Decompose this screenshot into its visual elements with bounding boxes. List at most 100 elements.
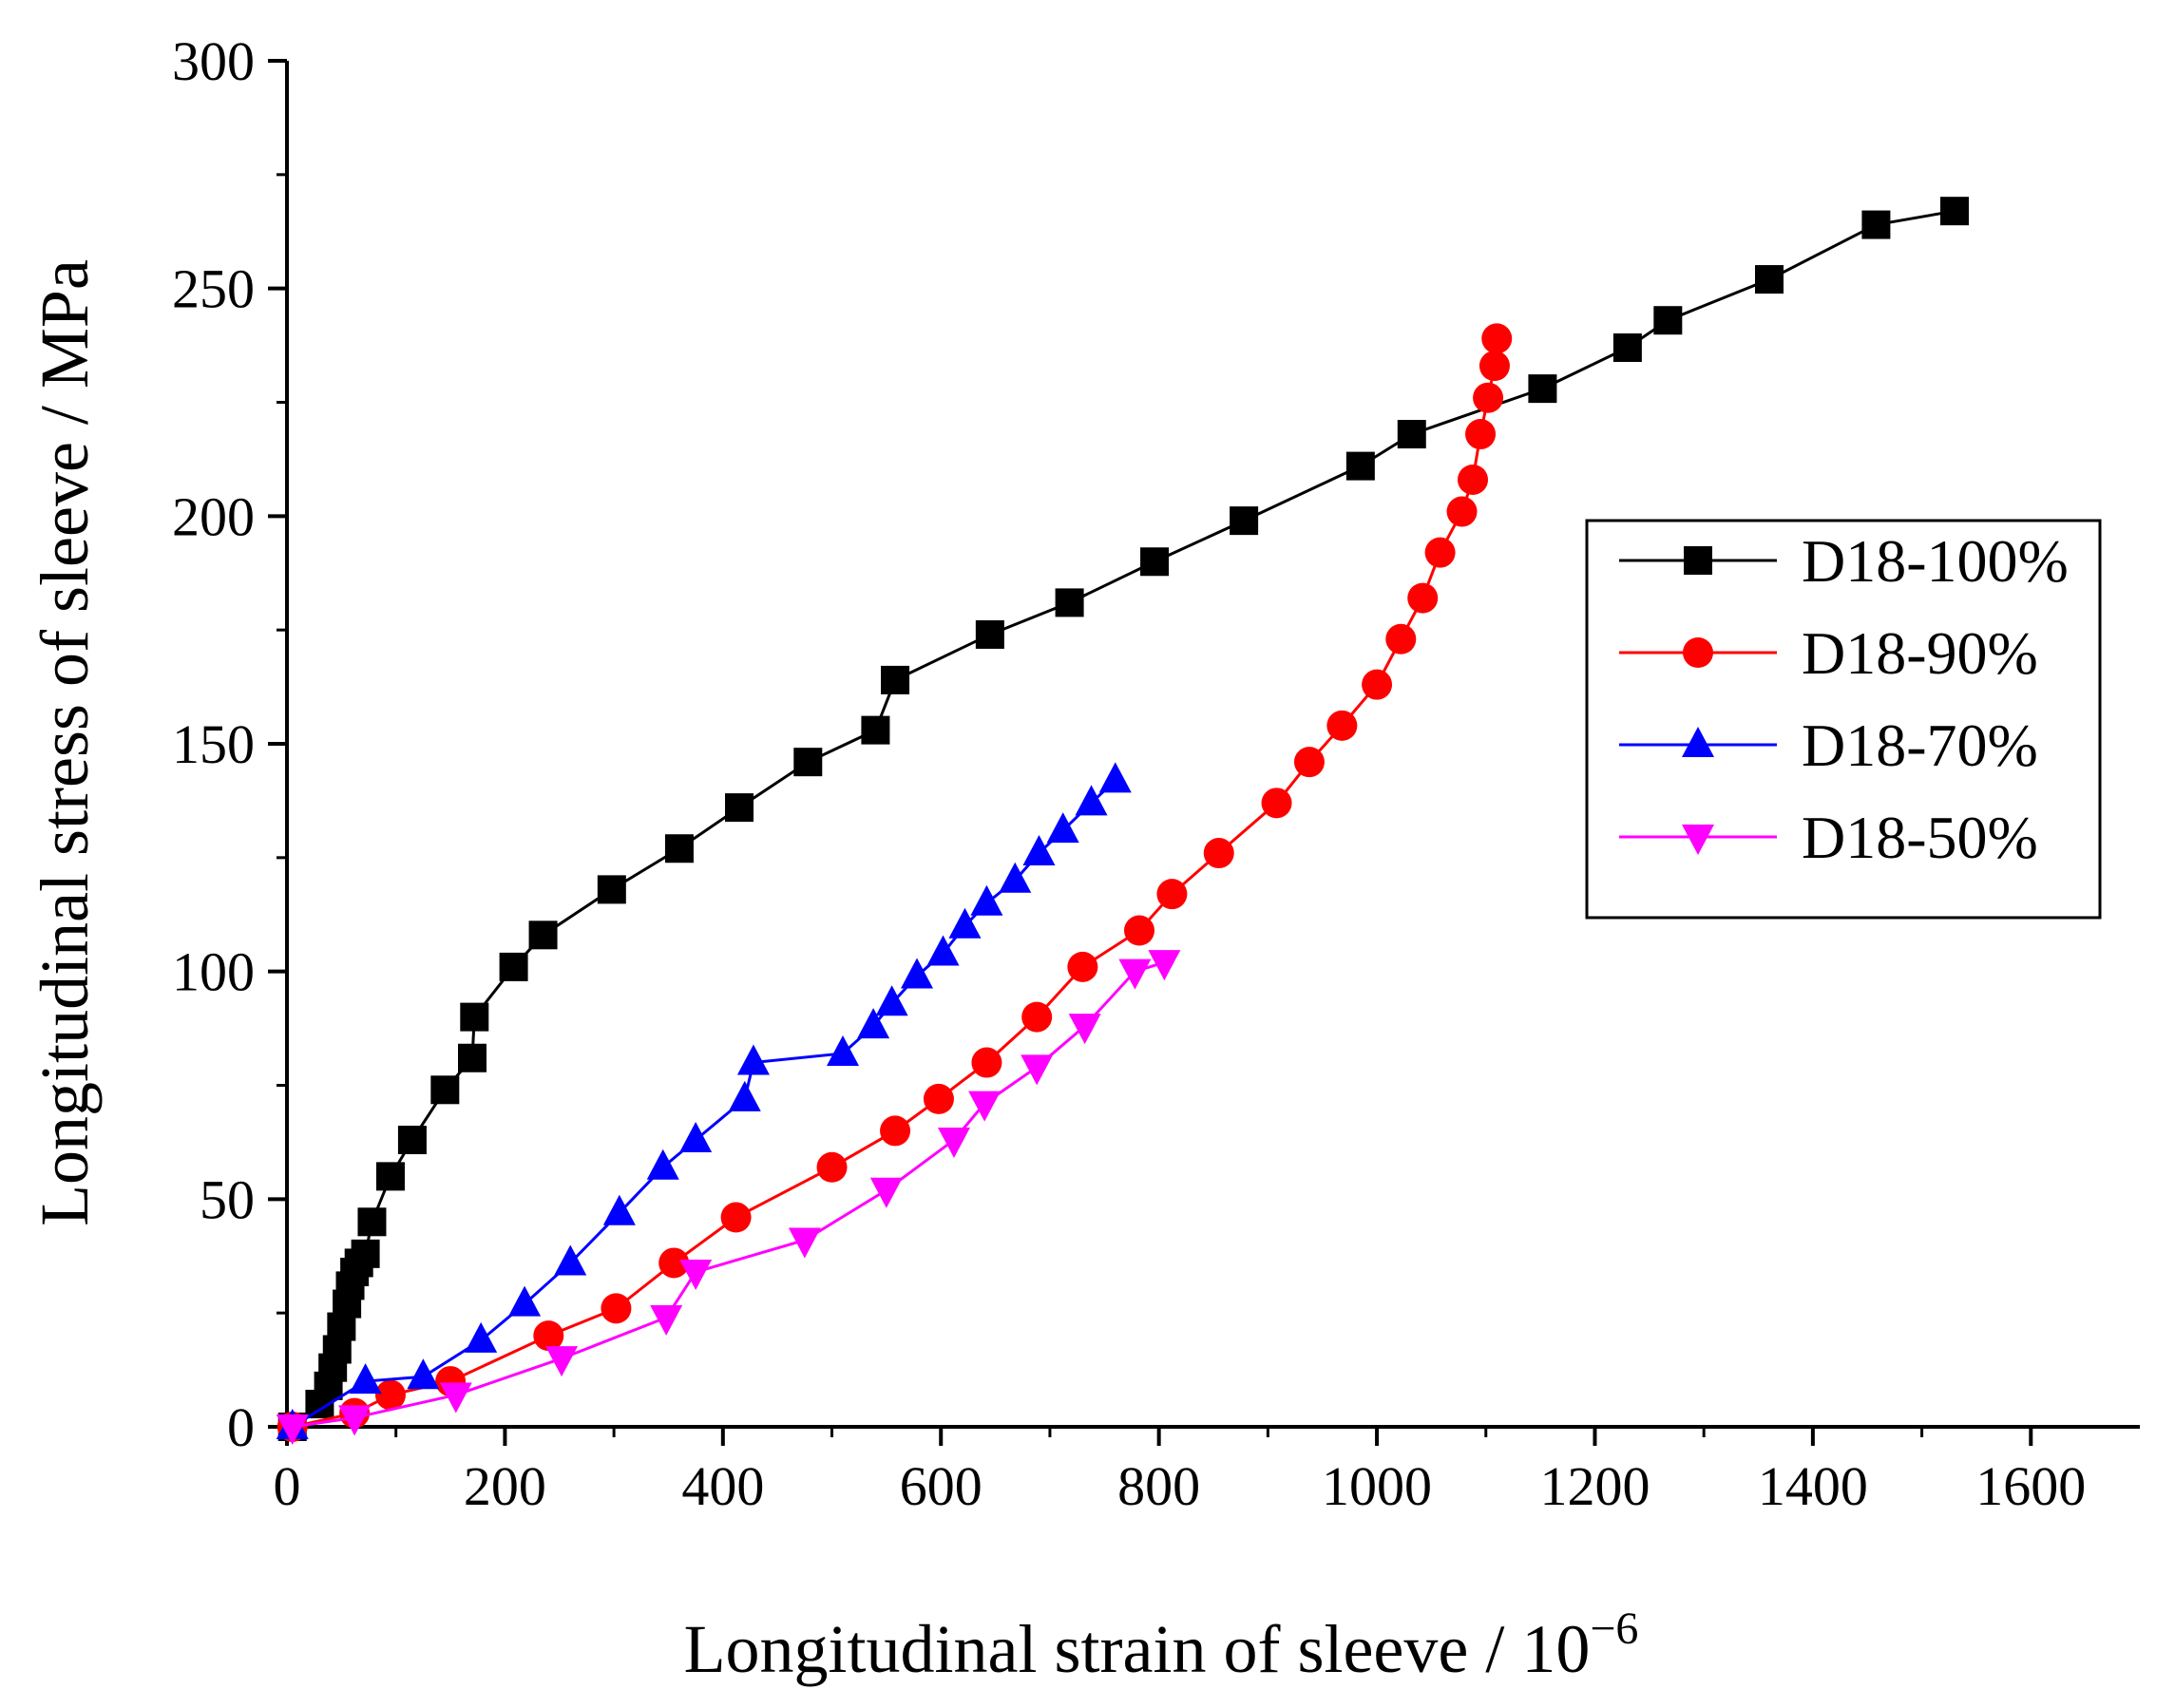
data-point [1156,879,1188,910]
data-point [601,1293,632,1324]
y-tick-label: 300 [172,30,255,92]
data-point [439,1382,472,1414]
data-point [720,1202,752,1233]
x-tick-label: 200 [464,1455,546,1517]
x-axis-title-main: Longitudinal strain of sleeve / 10 [684,1611,1591,1687]
legend-label: D18-50% [1802,804,2038,871]
data-point [1424,537,1456,568]
data-point [528,920,558,950]
data-point [646,1148,679,1180]
x-tick-label: 1400 [1758,1455,1868,1517]
data-point [1098,762,1132,793]
data-point [901,958,933,989]
x-tick-label: 400 [681,1455,764,1517]
data-point [1022,835,1056,866]
data-point [1755,265,1784,294]
legend-marker [1683,637,1713,668]
legend-marker [1682,825,1714,855]
y-tick-label: 250 [172,258,255,320]
legend-label: D18-70% [1802,712,2038,779]
data-point [357,1207,387,1237]
data-point [1385,623,1417,655]
data-point [1481,323,1513,354]
data-point [923,1083,954,1114]
data-point [1940,197,1969,226]
data-point [508,1285,542,1317]
data-point [1446,496,1478,527]
x-tick-label: 600 [900,1455,983,1517]
x-tick-label: 800 [1117,1455,1200,1517]
data-point [1046,812,1079,844]
data-point [1407,582,1439,614]
data-point [1124,915,1154,946]
data-point [664,834,694,863]
data-point [999,862,1032,893]
legend-item: D18-70% [1619,712,2038,779]
series-3 [276,762,1132,1439]
data-point [397,1126,427,1155]
legend-label: D18-90% [1802,619,2038,687]
data-point [880,1115,911,1147]
data-point [1230,506,1259,536]
legend-marker [1682,727,1714,757]
data-point [375,1162,405,1191]
data-point [1612,332,1642,362]
data-point [861,715,890,745]
data-point [460,1002,489,1032]
data-point [970,884,1003,916]
data-point [857,1008,890,1039]
data-point [793,748,823,777]
data-point [1261,788,1292,819]
data-point [554,1244,587,1276]
series-line [292,960,1165,1429]
x-tick-label: 1200 [1539,1455,1650,1517]
data-point [679,1122,713,1153]
data-point [975,619,1004,649]
data-point [658,1247,690,1279]
series-2 [277,323,1513,1442]
data-point [602,1194,636,1225]
data-point [938,1128,970,1159]
series-layer [276,197,1969,1445]
data-point [533,1320,564,1352]
y-tick-label: 0 [227,1396,255,1458]
data-point [1118,958,1152,990]
series-line [292,338,1498,1429]
data-point [679,1260,713,1291]
data-point [971,1047,1002,1078]
x-tick-label: 0 [274,1455,301,1517]
data-point [1293,747,1325,778]
data-point [1861,210,1891,239]
data-point [816,1151,848,1183]
y-axis-title: Longitudinal stress of sleeve / MPa [27,259,103,1226]
data-point [875,985,908,1016]
data-point [1021,1054,1054,1086]
legend-label: D18-100% [1802,527,2069,595]
x-tick-label: 1000 [1322,1455,1432,1517]
data-point [1345,451,1375,481]
data-point [926,935,960,966]
data-point [1326,710,1358,741]
data-point [349,1363,382,1395]
data-point [430,1075,460,1105]
data-point [968,1091,1002,1122]
data-point [338,1405,372,1436]
data-point [1458,464,1488,495]
y-tick-label: 200 [172,485,255,547]
data-point [1068,1014,1101,1045]
data-point [407,1358,440,1390]
data-point [728,1080,761,1111]
data-point [1362,669,1393,700]
data-point [827,1034,859,1066]
data-point [1528,374,1557,404]
data-point [458,1043,487,1072]
series-1 [277,197,1969,1441]
data-point [499,952,528,981]
data-point [597,875,626,904]
data-point [869,1177,903,1208]
series-4 [276,950,1181,1445]
data-point [736,1044,770,1075]
data-point [465,1321,498,1353]
data-point [1479,351,1510,382]
legend-item: D18-100% [1619,527,2069,595]
